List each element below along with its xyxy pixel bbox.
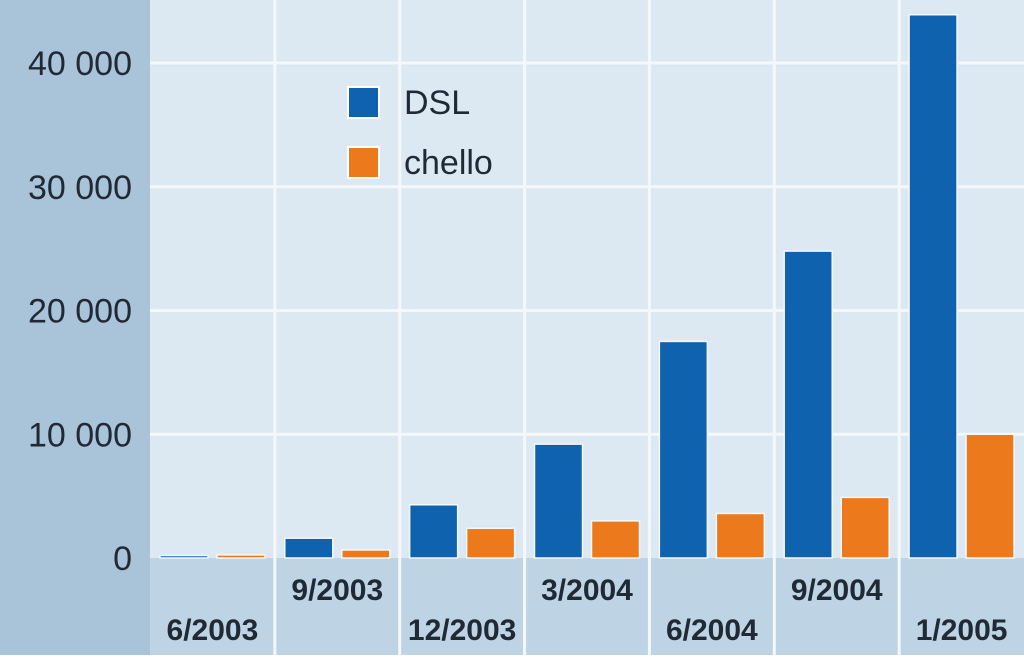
x-tick-label: 12/2003: [408, 614, 516, 647]
y-tick-label: 10 000: [28, 416, 132, 454]
legend: DSL chello: [347, 84, 493, 182]
bars: [159, 13, 1015, 559]
y-tick-label: 30 000: [28, 169, 132, 207]
x-tick-label: 6/2004: [666, 614, 758, 647]
bar-dsl-5: [658, 340, 709, 559]
bar-chello-2: [341, 549, 391, 559]
bar-dsl-4: [533, 443, 584, 559]
x-axis-ticks: 6/2003 9/2003 12/2003 3/2004 6/2004 9/2004 1/2…: [167, 574, 1008, 647]
y-axis-panel: [0, 0, 150, 655]
legend-label-chello: chello: [404, 144, 493, 182]
plot-background: [150, 0, 1024, 558]
bar-dsl-3: [408, 504, 459, 559]
legend-label-dsl: DSL: [404, 84, 470, 122]
bar-chello-3: [465, 527, 516, 559]
bar-chello-1: [216, 554, 266, 559]
gridlines: [150, 0, 1024, 655]
x-tick-label: 3/2004: [541, 574, 633, 607]
legend-swatch-dsl: [347, 86, 380, 119]
bar-chello-5: [715, 512, 766, 559]
y-tick-label: 20 000: [28, 293, 132, 331]
bar-dsl-1: [159, 554, 209, 559]
bar-chello-6: [840, 496, 890, 559]
y-axis-ticks: 0 10 000 20 000 30 000 40 000: [28, 45, 132, 578]
x-tick-label: 9/2003: [291, 574, 383, 607]
x-tick-label: 6/2003: [167, 614, 259, 647]
bar-dsl-2: [284, 537, 334, 559]
legend-swatch-chello: [347, 146, 380, 179]
category-band: [150, 558, 1024, 655]
bar-dsl-7: [908, 13, 958, 559]
x-tick-label: 1/2005: [916, 614, 1008, 647]
y-tick-label: 40 000: [28, 45, 132, 83]
bar-chello-7: [965, 433, 1015, 559]
bar-dsl-6: [783, 250, 833, 559]
bar-chello-4: [590, 520, 641, 559]
y-tick-label: 0: [113, 540, 132, 578]
x-tick-label: 9/2004: [791, 574, 883, 607]
